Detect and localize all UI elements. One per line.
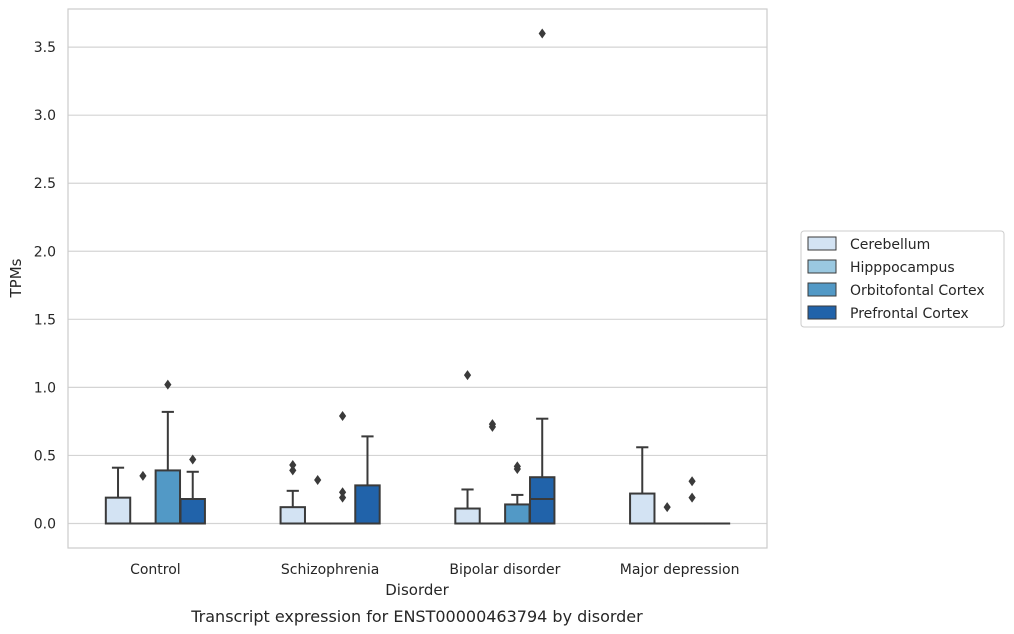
outlier-point xyxy=(189,454,197,465)
y-tick-label: 0.0 xyxy=(34,517,56,533)
outlier-point xyxy=(338,410,347,421)
legend-swatch xyxy=(807,282,837,297)
x-axis-label: Disorder xyxy=(385,581,449,599)
box-group xyxy=(304,474,331,525)
outlier-point xyxy=(289,465,297,476)
y-tick-label: 1.0 xyxy=(34,380,56,396)
box-group xyxy=(529,28,556,525)
legend-label: Prefrontal Cortex xyxy=(850,306,969,322)
outlier-point xyxy=(688,476,696,487)
outlier-point xyxy=(338,487,347,498)
y-axis-ticks: 0.0 0.5 1.0 1.5 2.0 2.5 3.0 3.5 xyxy=(34,40,56,532)
box xyxy=(154,469,182,525)
box xyxy=(104,496,132,525)
legend-label: Hipppocampus xyxy=(850,260,955,276)
box xyxy=(504,503,531,525)
legend-item: Orbitofontal Cortex xyxy=(807,282,985,299)
legend: Cerebellum Hipppocampus Orbitofontal Corte… xyxy=(800,230,1005,328)
box-group xyxy=(504,461,531,525)
y-tick-label: 0.5 xyxy=(34,448,56,464)
box-group xyxy=(104,466,132,525)
box-group xyxy=(479,419,506,525)
box-group xyxy=(154,379,182,525)
box-groups xyxy=(104,28,731,525)
plot-area-frame xyxy=(67,8,768,549)
box-group xyxy=(179,454,206,525)
box-group xyxy=(629,446,656,525)
outlier-point xyxy=(513,461,521,472)
outlier-point xyxy=(463,370,472,381)
x-axis-ticks: Control Schizophrenia Bipolar disorder Majo… xyxy=(130,562,739,578)
box-group xyxy=(329,410,356,525)
y-tick-label: 3.0 xyxy=(34,108,56,124)
chart-caption: Transcript expression for ENST0000046379… xyxy=(190,607,643,626)
legend-swatch xyxy=(807,236,837,251)
box-group xyxy=(678,476,706,525)
legend-label: Orbitofontal Cortex xyxy=(850,283,985,299)
outlier-point xyxy=(488,419,497,430)
y-axis-label: TPMs xyxy=(7,258,25,298)
legend-item: Prefrontal Cortex xyxy=(807,305,969,322)
box-group xyxy=(354,435,381,525)
y-tick-label: 2.0 xyxy=(34,244,56,260)
y-tick-label: 1.5 xyxy=(34,312,56,328)
box-group xyxy=(454,370,481,525)
box-group xyxy=(653,502,681,525)
x-tick-label: Schizophrenia xyxy=(281,562,379,578)
y-tick-label: 3.5 xyxy=(34,40,56,56)
outlier-point xyxy=(164,379,172,390)
outlier-point xyxy=(538,28,546,39)
outlier-point xyxy=(338,492,347,503)
x-tick-label: Control xyxy=(130,562,181,578)
box xyxy=(529,476,556,525)
x-tick-label: Major depression xyxy=(620,562,740,578)
grid-lines xyxy=(68,46,767,525)
y-tick-label: 2.5 xyxy=(34,176,56,192)
box xyxy=(629,492,656,525)
legend-frame xyxy=(800,230,1005,328)
box xyxy=(179,498,206,525)
box xyxy=(354,484,381,525)
outlier-point xyxy=(688,492,696,503)
box-group xyxy=(129,470,157,525)
legend-item: Hipppocampus xyxy=(807,259,955,276)
outlier-point xyxy=(314,474,322,485)
box xyxy=(454,507,481,525)
outlier-point xyxy=(289,459,297,470)
legend-swatch xyxy=(807,259,837,274)
outlier-point xyxy=(663,502,671,513)
legend-swatch xyxy=(807,305,837,320)
legend-label: Cerebellum xyxy=(850,237,930,253)
box xyxy=(279,506,306,525)
x-tick-label: Bipolar disorder xyxy=(449,562,560,578)
box-group xyxy=(279,459,306,525)
legend-item: Cerebellum xyxy=(807,236,930,253)
outlier-point xyxy=(139,470,147,481)
